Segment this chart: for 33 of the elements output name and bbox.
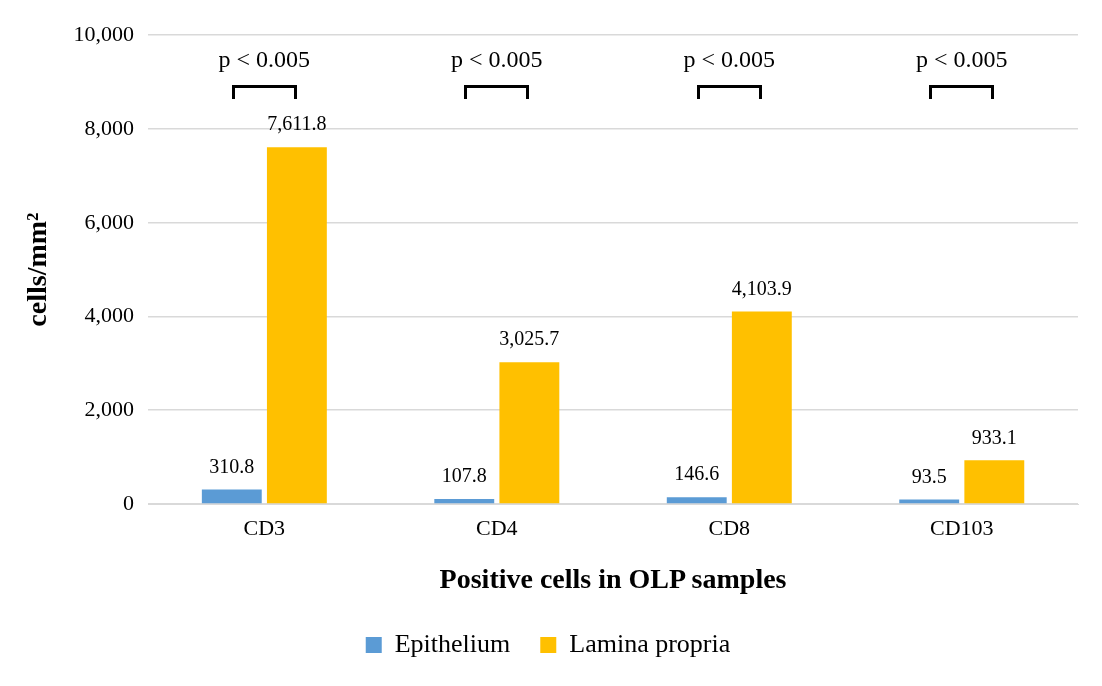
bar xyxy=(201,489,262,504)
x-tick-label: CD103 xyxy=(929,514,994,540)
x-tick-label: CD3 xyxy=(243,514,286,540)
data-label: 933.1 xyxy=(971,425,1017,448)
data-label: 146.6 xyxy=(674,462,720,485)
bar xyxy=(666,497,727,504)
annotation: p < 0.005 xyxy=(915,46,1008,73)
data-label: 7,611.8 xyxy=(267,112,327,135)
legend-label: Lamina propria xyxy=(569,628,731,658)
annotation: p < 0.005 xyxy=(451,46,543,73)
bar xyxy=(499,362,560,504)
bar xyxy=(266,147,327,504)
annotation: p < 0.005 xyxy=(218,46,311,73)
data-label: 3,025.7 xyxy=(499,327,560,350)
y-tick-label: 0 xyxy=(123,489,135,515)
data-label: 4,103.9 xyxy=(731,276,792,299)
data-label: 310.8 xyxy=(209,454,255,477)
bar xyxy=(434,498,495,504)
y-tick-label: 8,000 xyxy=(84,114,135,140)
y-tick-label: 10,000 xyxy=(73,20,135,46)
x-tick-label: CD8 xyxy=(708,514,751,540)
annotation: p < 0.005 xyxy=(683,46,776,73)
data-label: 93.5 xyxy=(911,464,947,487)
x-tick-label: CD4 xyxy=(476,514,518,540)
bar xyxy=(731,311,792,504)
x-axis-title: Positive cells in OLP samples xyxy=(439,563,787,595)
y-tick-label: 6,000 xyxy=(84,208,135,234)
bar xyxy=(964,460,1025,504)
y-axis-title: cells/mm² xyxy=(21,212,53,327)
y-tick-label: 4,000 xyxy=(84,302,135,328)
data-label: 107.8 xyxy=(441,464,487,487)
y-tick-label: 2,000 xyxy=(84,396,135,422)
legend-label: Epithelium xyxy=(394,628,511,658)
